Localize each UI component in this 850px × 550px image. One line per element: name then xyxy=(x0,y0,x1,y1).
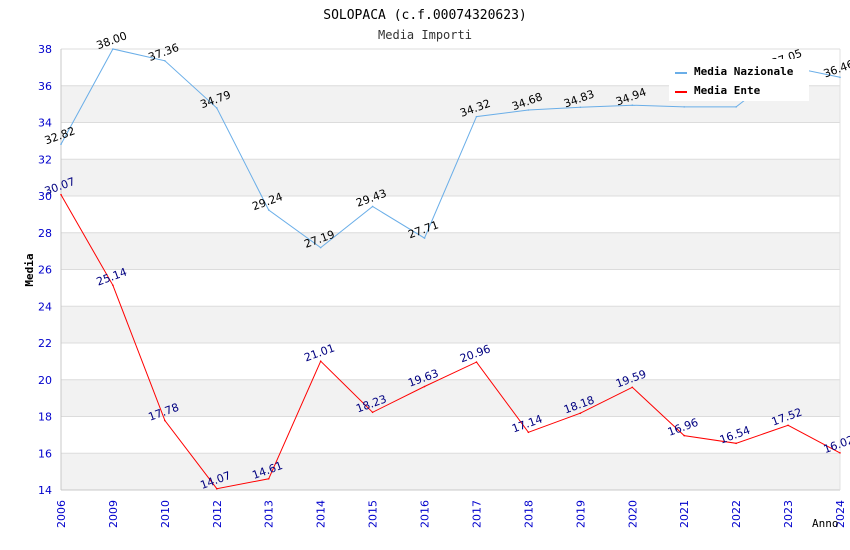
data-label-s1-2014: 21.01 xyxy=(302,341,336,364)
band-18 xyxy=(61,379,840,417)
data-point-s1-2009 xyxy=(112,284,114,287)
data-point-s0-2010 xyxy=(164,59,166,62)
x-tick-label-2006: 2006 xyxy=(55,500,68,528)
data-label-s1-2024: 16.02 xyxy=(822,433,850,456)
chart-title: SOLOPACA (c.f.00074320623) xyxy=(323,8,527,23)
legend-label-ente: Media Ente xyxy=(694,84,761,97)
band-26 xyxy=(61,232,840,270)
data-point-s0-2022 xyxy=(735,106,737,108)
data-point-s0-2018 xyxy=(527,109,530,111)
data-point-s1-2020 xyxy=(631,386,634,389)
data-point-s1-2019 xyxy=(579,412,582,414)
y-tick-label-14: 14 xyxy=(38,484,52,497)
x-tick-label-2023: 2023 xyxy=(782,500,795,528)
data-point-s1-2013 xyxy=(267,477,270,480)
series-line-1 xyxy=(60,194,841,490)
y-tick-label-28: 28 xyxy=(38,227,52,240)
data-point-s1-2012 xyxy=(216,487,218,490)
data-point-s1-2018 xyxy=(527,431,530,434)
x-tick-label-2022: 2022 xyxy=(730,500,743,528)
legend-box xyxy=(669,59,809,101)
y-tick-label-30: 30 xyxy=(38,190,52,203)
axes xyxy=(60,49,841,491)
y-tick-label-36: 36 xyxy=(38,80,52,93)
x-tick-label-2013: 2013 xyxy=(263,500,276,528)
band-14 xyxy=(61,453,840,490)
data-point-s1-2015 xyxy=(371,411,374,414)
y-tick-label-38: 38 xyxy=(38,43,52,56)
data-point-s0-2017 xyxy=(475,115,478,118)
gridlines xyxy=(61,48,840,491)
y-tick-label-16: 16 xyxy=(38,447,52,460)
data-label-s1-2017: 20.96 xyxy=(458,342,492,365)
x-axis-label: Anno xyxy=(812,517,839,530)
chart-subtitle: Media Importi xyxy=(378,28,472,42)
x-tick-label-2021: 2021 xyxy=(678,500,691,528)
x-tick-label-2015: 2015 xyxy=(367,500,380,528)
x-tick-label-2014: 2014 xyxy=(315,500,328,528)
y-tick-label-22: 22 xyxy=(38,337,52,350)
series-line-0 xyxy=(60,48,841,249)
band-22 xyxy=(61,306,840,343)
x-tick-label-2016: 2016 xyxy=(419,500,432,528)
data-label-s0-2024: 36.46 xyxy=(822,58,850,81)
y-axis-label: Media xyxy=(23,253,36,286)
background-bands xyxy=(61,85,840,490)
data-label-s1-2021: 16.96 xyxy=(666,416,700,439)
data-point-s0-2013 xyxy=(267,209,270,211)
y-tick-label-34: 34 xyxy=(38,117,52,130)
data-point-s1-2014 xyxy=(319,360,322,362)
data-point-s0-2020 xyxy=(631,104,634,107)
y-tick-label-18: 18 xyxy=(38,411,52,424)
data-point-s0-2019 xyxy=(579,106,582,109)
data-point-s0-2015 xyxy=(371,205,374,208)
series-lines xyxy=(60,48,841,490)
x-tick-label-2017: 2017 xyxy=(470,500,483,528)
data-point-s1-2006 xyxy=(60,193,62,196)
x-tick-label-2020: 2020 xyxy=(626,500,639,528)
data-point-s0-2024 xyxy=(839,76,841,79)
y-tick-label-32: 32 xyxy=(38,153,52,166)
data-point-s0-2009 xyxy=(112,48,114,50)
legend: Media Nazionale Media Ente xyxy=(669,59,809,101)
x-tick-label-2010: 2010 xyxy=(159,500,172,528)
y-tick-label-20: 20 xyxy=(38,374,52,387)
data-point-s1-2010 xyxy=(164,419,166,422)
data-point-s0-2021 xyxy=(683,106,685,108)
x-tick-labels: 2006 2009 2010 2012 2013 2014 2015 2016 2017 2018… xyxy=(55,500,847,528)
data-point-s1-2022 xyxy=(735,442,737,445)
x-tick-label-2019: 2019 xyxy=(574,500,587,528)
x-tick-label-2012: 2012 xyxy=(211,500,224,528)
data-point-s0-2006 xyxy=(60,143,62,145)
y-tick-label-24: 24 xyxy=(38,300,52,313)
y-tick-label-26: 26 xyxy=(38,264,52,277)
data-point-s0-2016 xyxy=(423,237,426,239)
legend-label-nazionale: Media Nazionale xyxy=(694,65,794,78)
x-tick-label-2018: 2018 xyxy=(522,500,535,528)
y-tick-labels: 14 16 18 20 22 24 26 28 30 32 34 36 38 xyxy=(38,43,52,497)
data-point-s1-2016 xyxy=(423,385,426,388)
data-point-s0-2014 xyxy=(319,246,322,249)
data-point-s0-2012 xyxy=(216,107,218,109)
x-tick-label-2024: 2024 xyxy=(834,500,847,528)
x-tick-label-2009: 2009 xyxy=(107,500,120,528)
data-point-s1-2017 xyxy=(475,361,478,363)
data-point-s1-2023 xyxy=(787,424,789,427)
data-point-s1-2021 xyxy=(683,434,685,437)
data-point-s1-2024 xyxy=(839,452,841,454)
